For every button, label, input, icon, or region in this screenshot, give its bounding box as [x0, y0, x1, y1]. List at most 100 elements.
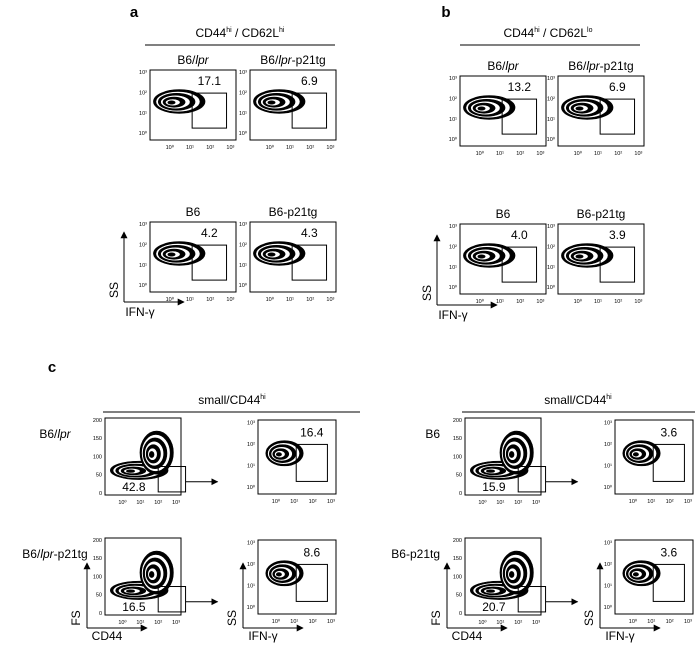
x-tick-label: 10²: [666, 619, 674, 625]
y-tick-label: 0: [459, 491, 462, 497]
gate-value: 15.9: [482, 480, 506, 494]
x-tick-label: 10³: [326, 297, 334, 303]
x-tick-label: 10²: [516, 299, 524, 305]
x-tick-label: 10³: [226, 297, 234, 303]
plot-frame: [149, 221, 237, 293]
plot-frame: [257, 539, 337, 615]
gate-value: 4.3: [301, 226, 318, 240]
x-axis-label: IFN-γ: [125, 305, 154, 319]
gate: [291, 92, 328, 129]
x-axis-label: IFN-γ: [438, 308, 467, 322]
y-tick-label: 10³: [239, 222, 247, 228]
y-tick-label: 10²: [247, 442, 255, 448]
y-tick-label: 0: [99, 491, 102, 497]
x-tick-label: 10³: [172, 500, 180, 506]
gate-value: 4.2: [201, 226, 218, 240]
text-part: -p21tg: [292, 53, 326, 67]
gate: [291, 244, 328, 281]
y-tick-label: 10¹: [239, 263, 247, 269]
plot-frame: [464, 417, 542, 496]
contour: [167, 100, 176, 105]
gate-value: 20.7: [482, 600, 506, 614]
y-tick-label: 10³: [139, 222, 147, 228]
x-tick-label: 10¹: [136, 500, 144, 506]
x-tick-label: 10¹: [286, 145, 294, 151]
panel-header: CD44hi / CD62Lhi: [196, 26, 285, 40]
y-tick-label: 10⁰: [239, 282, 248, 289]
gate: [157, 466, 187, 493]
y-tick-label: 0: [99, 611, 102, 617]
x-tick-label: 10²: [666, 499, 674, 505]
gate: [517, 586, 547, 613]
gate: [501, 98, 538, 135]
x-tick-label: 10¹: [647, 499, 655, 505]
plot-frame: [257, 419, 337, 495]
x-axis-label: CD44: [452, 629, 483, 643]
x-tick-label: 10⁰: [166, 144, 175, 151]
y-tick-label: 10³: [449, 76, 457, 82]
sample-label: B6/lpr: [177, 53, 209, 67]
text-part: B6-p21tg: [577, 207, 626, 221]
x-tick-label: 10²: [154, 620, 162, 626]
gate-value: 3.9: [609, 228, 626, 242]
superscript: hi: [279, 27, 285, 34]
plot-frame: [557, 75, 645, 147]
gate: [652, 563, 685, 602]
x-tick-label: 10⁰: [118, 619, 127, 626]
y-tick-label: 50: [456, 593, 462, 599]
text-part: / CD62L: [540, 26, 588, 40]
text-part: B6: [186, 205, 201, 219]
y-tick-label: 200: [93, 538, 102, 544]
y-tick-label: 50: [96, 473, 102, 479]
text-part: B6/: [39, 427, 58, 441]
panel-letter: c: [48, 359, 56, 376]
gate-value: 6.9: [609, 80, 626, 94]
x-tick-label: 10³: [172, 620, 180, 626]
x-tick-label: 10⁰: [476, 298, 485, 305]
text-part: small/CD44: [198, 393, 260, 407]
x-tick-label: 10³: [532, 620, 540, 626]
x-tick-label: 10³: [684, 619, 692, 625]
plot-frame: [249, 69, 337, 141]
gate: [599, 246, 636, 283]
gate-value: 3.6: [660, 545, 677, 559]
x-tick-label: 10¹: [290, 499, 298, 505]
gate-value: 4.0: [511, 228, 528, 242]
y-tick-label: 10¹: [547, 117, 555, 123]
x-tick-label: 10³: [326, 145, 334, 151]
y-tick-label: 10⁰: [239, 130, 248, 137]
x-axis-label: IFN-γ: [605, 629, 634, 643]
contour: [486, 469, 495, 473]
sample-label: B6/lpr-p21tg: [568, 59, 633, 73]
y-tick-label: 200: [93, 418, 102, 424]
sample-label: B6: [496, 207, 511, 221]
x-tick-label: 10⁰: [272, 618, 281, 625]
y-tick-label: 10³: [547, 224, 555, 230]
superscript: hi: [534, 27, 540, 34]
y-tick-label: 10²: [604, 442, 612, 448]
sample-label: B6/lpr-p21tg: [22, 547, 87, 561]
text-part: B6-p21tg: [269, 205, 318, 219]
contour: [167, 252, 176, 257]
y-tick-label: 10²: [139, 243, 147, 249]
sample-label: B6-p21tg: [577, 207, 626, 221]
y-tick-label: 10⁰: [604, 604, 613, 611]
y-tick-label: 10²: [449, 97, 457, 103]
x-tick-label: 10²: [614, 151, 622, 157]
contour: [477, 106, 486, 111]
gate: [191, 244, 228, 281]
contour: [575, 254, 584, 259]
plot-frame: [557, 223, 645, 295]
y-tick-label: 10¹: [604, 583, 612, 589]
contour: [632, 572, 639, 577]
y-tick-label: 10¹: [604, 463, 612, 469]
gate: [295, 563, 328, 602]
y-tick-label: 10²: [239, 91, 247, 97]
plot-frame: [104, 417, 182, 496]
x-tick-label: 10¹: [290, 619, 298, 625]
gate-value: 42.8: [122, 480, 146, 494]
x-tick-label: 10⁰: [574, 298, 583, 305]
x-tick-label: 10⁰: [574, 150, 583, 157]
text-part: B6/: [568, 59, 587, 73]
panel-header: CD44hi / CD62Llo: [504, 26, 593, 40]
